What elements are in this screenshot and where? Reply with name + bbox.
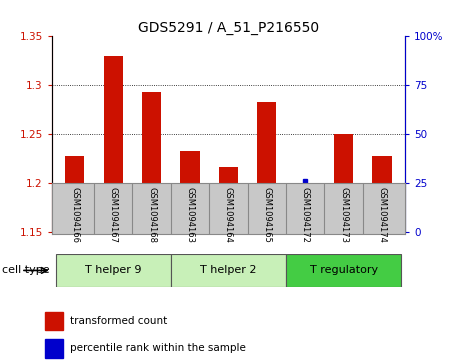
Text: cell type: cell type	[2, 265, 50, 276]
Bar	[142, 92, 161, 232]
Bar	[257, 102, 276, 232]
Text: percentile rank within the sample: percentile rank within the sample	[70, 343, 246, 354]
Bar	[65, 156, 85, 232]
Text: GSM1094172: GSM1094172	[301, 187, 310, 243]
Bar	[180, 151, 200, 232]
Text: GSM1094165: GSM1094165	[262, 187, 271, 243]
Bar	[56, 254, 171, 287]
Bar	[286, 254, 401, 287]
Text: GSM1094167: GSM1094167	[109, 187, 118, 243]
Text: GSM1094173: GSM1094173	[339, 187, 348, 243]
Text: transformed count: transformed count	[70, 316, 167, 326]
Text: GSM1094174: GSM1094174	[378, 187, 387, 243]
Bar	[334, 134, 353, 232]
Bar	[296, 206, 315, 232]
Bar	[104, 56, 123, 232]
Text: T helper 2: T helper 2	[200, 265, 256, 276]
Text: T helper 9: T helper 9	[85, 265, 141, 276]
Text: GSM1094166: GSM1094166	[70, 187, 79, 243]
Text: GSM1094163: GSM1094163	[185, 187, 194, 243]
Bar	[219, 167, 238, 232]
Title: GDS5291 / A_51_P216550: GDS5291 / A_51_P216550	[138, 21, 319, 35]
Bar	[171, 254, 286, 287]
Text: T regulatory: T regulatory	[310, 265, 378, 276]
Text: GSM1094168: GSM1094168	[147, 187, 156, 243]
Text: GSM1094164: GSM1094164	[224, 187, 233, 243]
Bar	[372, 156, 392, 232]
